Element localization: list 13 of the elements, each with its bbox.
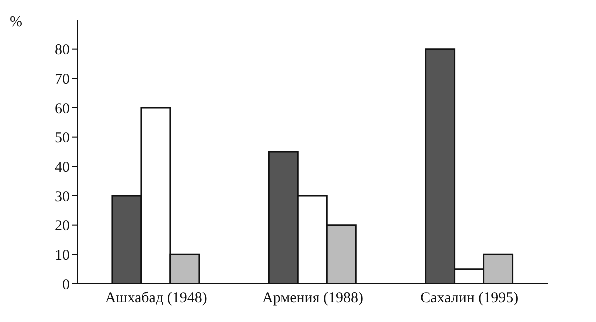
x-tick-label: Ашхабад (1948) <box>105 290 208 307</box>
y-tick-label: 40 <box>55 160 70 176</box>
y-tick-label: 20 <box>55 218 70 235</box>
y-tick-label: 60 <box>55 101 70 118</box>
y-tick-label: 50 <box>55 130 70 147</box>
y-axis-title: % <box>10 14 22 31</box>
y-tick-label: 70 <box>55 72 70 88</box>
y-tick-label: 10 <box>55 248 70 264</box>
y-tick-label: 30 <box>55 189 70 206</box>
y-tick-label: 80 <box>55 42 70 59</box>
x-tick-label: Армения (1988) <box>262 290 364 307</box>
x-tick-label: Сахалин (1995) <box>420 290 519 307</box>
y-tick-label: 0 <box>62 277 70 294</box>
